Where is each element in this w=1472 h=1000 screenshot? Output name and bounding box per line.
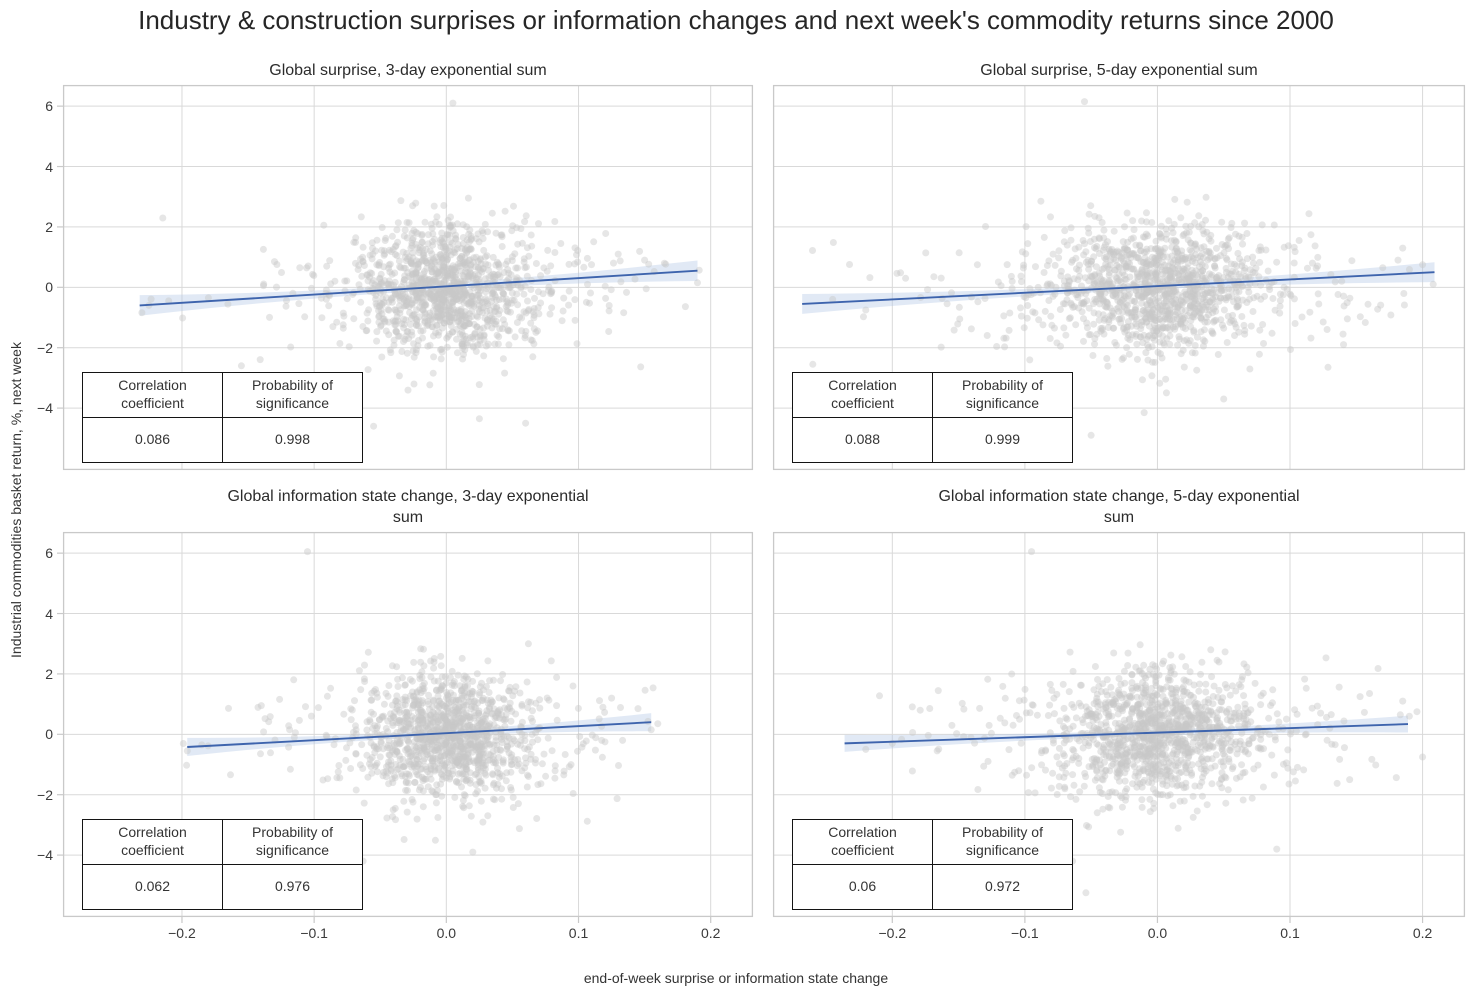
regression-line [187, 721, 652, 748]
x-tick-label: −0.2 [168, 925, 196, 941]
regression-line [802, 271, 1435, 305]
scatter-points [179, 548, 662, 892]
panel-global-info-change-5day: Global information state change, 5-day e… [772, 488, 1466, 941]
stats-value-probability: 0.999 [932, 416, 1073, 463]
regression-line [139, 269, 698, 307]
x-tick-label: 0.2 [700, 925, 721, 941]
stats-table: Correlation coefficient Probability of s… [792, 372, 1073, 463]
y-tick-label: 6 [45, 98, 53, 115]
regression-line [844, 723, 1409, 745]
scatter-plot [772, 84, 1466, 471]
scatter-plot [57, 84, 754, 471]
figure-title: Industry & construction surprises or inf… [138, 5, 1334, 35]
x-tick-label: −0.1 [1011, 925, 1039, 941]
x-tick-label: −0.1 [300, 925, 328, 941]
panel-title: Global information state change, 3-day e… [227, 487, 589, 526]
y-tick-label: −4 [37, 400, 53, 417]
y-tick-label: 2 [45, 665, 53, 682]
stats-value-probability: 0.972 [932, 863, 1073, 910]
plot-border [62, 531, 754, 918]
stats-table: Correlation coefficient Probability of s… [82, 372, 363, 463]
panel-title: Global surprise, 3-day exponential sum [269, 61, 547, 79]
stats-header-correlation: Correlation coefficient [792, 372, 933, 418]
x-axis-label: end-of-week surprise or information stat… [583, 970, 889, 986]
x-tick-label: 0.2 [1412, 925, 1433, 941]
y-tick-label: −2 [37, 339, 53, 356]
panel-global-surprise-3day: Global surprise, 3-day exponential sum C… [37, 62, 754, 471]
x-tick-label: 0.0 [1147, 925, 1168, 941]
y-tick-label: 4 [45, 605, 53, 622]
stats-value-probability: 0.998 [222, 416, 363, 463]
stats-value-correlation: 0.06 [792, 863, 933, 910]
x-tick-label: 0.1 [568, 925, 589, 941]
stats-value-correlation: 0.086 [82, 416, 223, 463]
panel-title: Global information state change, 5-day e… [938, 487, 1300, 526]
plot-border [62, 84, 754, 471]
y-tick-label: −2 [37, 786, 53, 803]
stats-header-probability: Probability of significance [932, 372, 1073, 418]
stats-header-probability: Probability of significance [222, 372, 363, 418]
stats-header-correlation: Correlation coefficient [82, 819, 223, 865]
x-tick-label: 0.1 [1280, 925, 1300, 941]
panel-title: Global surprise, 5-day exponential sum [980, 61, 1258, 79]
stats-header-correlation: Correlation coefficient [792, 819, 933, 865]
stats-value-probability: 0.976 [222, 863, 363, 910]
y-tick-label: 6 [45, 545, 53, 562]
stats-table: Correlation coefficient Probability of s… [792, 819, 1073, 910]
y-tick-label: 0 [45, 726, 53, 743]
panel-global-surprise-5day: Global surprise, 5-day exponential sum C… [772, 62, 1466, 471]
x-tick-label: 0.0 [436, 925, 457, 941]
y-axis-label: Industrial commodities basket return, %,… [8, 342, 24, 658]
y-tick-label: 2 [45, 218, 53, 235]
stats-value-correlation: 0.062 [82, 863, 223, 910]
y-tick-label: 0 [45, 279, 53, 296]
stats-value-correlation: 0.088 [792, 416, 933, 463]
plot-border [772, 84, 1466, 471]
y-tick-label: 4 [45, 158, 53, 175]
scatter-points [809, 98, 1437, 439]
plot-border [772, 531, 1466, 918]
stats-header-correlation: Correlation coefficient [82, 372, 223, 418]
stats-header-probability: Probability of significance [932, 819, 1073, 865]
x-tick-label: −0.2 [878, 925, 907, 941]
y-tick-label: −4 [37, 847, 53, 864]
scatter-plot [772, 531, 1466, 923]
stats-header-probability: Probability of significance [222, 819, 363, 865]
scatter-plot [57, 531, 754, 923]
scatter-points [138, 99, 703, 456]
stats-table: Correlation coefficient Probability of s… [82, 819, 363, 910]
panel-global-info-change-3day: Global information state change, 3-day e… [37, 488, 754, 941]
